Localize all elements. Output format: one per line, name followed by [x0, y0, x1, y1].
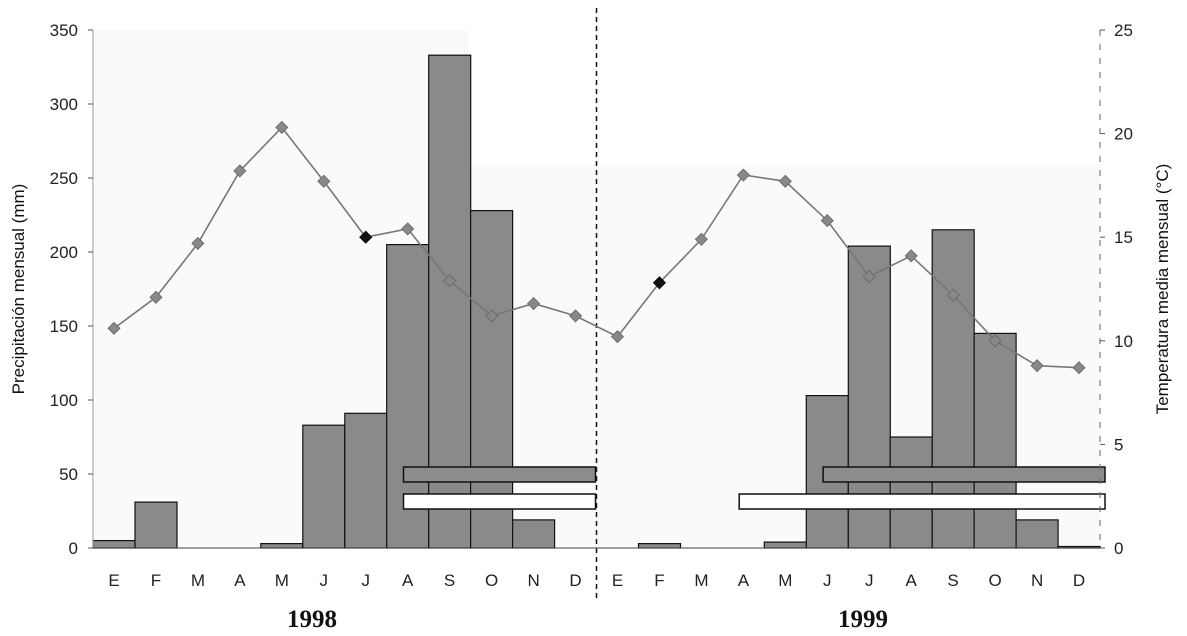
temperature-point [359, 230, 373, 244]
period-bar [402, 466, 597, 483]
period-bar [822, 466, 1106, 483]
temperature-point [443, 274, 457, 288]
temperature-point [736, 168, 750, 182]
temperature-point [946, 288, 960, 302]
temperature-line [107, 120, 1086, 375]
precipitation-bar [889, 436, 933, 549]
left-tick-label: 50 [59, 465, 78, 484]
x-tick-label: S [444, 571, 455, 590]
temperature-point [610, 330, 625, 344]
temperature-point [233, 164, 247, 178]
period-bars [402, 466, 1106, 510]
x-tick-label: M [275, 571, 289, 590]
precipitation-bar [134, 501, 178, 549]
x-tick-label: A [738, 571, 750, 590]
temperature-point [485, 309, 499, 323]
precipitation-bar [470, 210, 514, 549]
left-tick-label: 150 [50, 317, 78, 336]
x-tick-label: A [234, 571, 246, 590]
x-tick-label: N [527, 571, 539, 590]
right-tick-label: 5 [1114, 435, 1123, 454]
right-axis-ticks: 0 5 10 15 20 25 [1100, 21, 1133, 558]
left-tick-label: 350 [50, 21, 78, 40]
left-axis-ticks: 0 50 100 150 200 250 300 350 [50, 21, 93, 558]
year-label-1998: 1998 [287, 606, 337, 633]
precipitation-bar [637, 542, 682, 549]
temperature-point [1072, 361, 1086, 375]
x-tick-label: J [320, 571, 329, 590]
x-tick-label: S [947, 571, 958, 590]
temperature-point [820, 214, 834, 228]
precipitation-bar [973, 332, 1017, 549]
left-tick-label: 100 [50, 391, 78, 410]
x-tick-label: A [906, 571, 918, 590]
temperature-point [568, 309, 583, 323]
year-label-1999: 1999 [838, 606, 888, 633]
x-tick-label: F [151, 571, 161, 590]
x-tick-label: M [778, 571, 792, 590]
temperature-point [275, 120, 289, 134]
y2-axis-title: Temperatura media mensual (°C) [1153, 164, 1172, 415]
right-tick-label: 20 [1114, 125, 1133, 144]
temperature-point [904, 249, 918, 263]
x-tick-label: F [654, 571, 664, 590]
temperature-point [526, 296, 541, 311]
temperature-point [778, 174, 792, 188]
x-tick-label: M [694, 571, 708, 590]
precipitation-bar [260, 542, 304, 549]
right-tick-label: 0 [1114, 539, 1123, 558]
temperature-point [862, 270, 876, 284]
temperature-point [988, 334, 1002, 348]
x-tick-label: N [1031, 571, 1043, 590]
x-tick-label: A [402, 571, 414, 590]
temperature-point [652, 276, 667, 290]
temperature-point [317, 174, 331, 188]
left-tick-label: 300 [50, 95, 78, 114]
temperature-point [694, 232, 708, 246]
precipitation-bar [302, 424, 346, 549]
right-tick-label: 10 [1114, 332, 1133, 351]
precipitation-bar [1015, 519, 1059, 549]
y-axis-title: Precipitación mensual (mm) [9, 184, 28, 395]
x-tick-label: O [988, 571, 1001, 590]
x-tick-label: J [361, 571, 370, 590]
right-tick-label: 15 [1114, 228, 1133, 247]
x-tick-label: M [191, 571, 205, 590]
precipitation-bar [344, 412, 388, 549]
precipitation-bar [511, 519, 556, 549]
precipitation-bar [92, 539, 136, 549]
x-tick-label: D [1073, 571, 1085, 590]
right-tick-label: 25 [1114, 21, 1133, 40]
left-tick-label: 200 [50, 243, 78, 262]
left-tick-label: 250 [50, 169, 78, 188]
temperature-line-path [113, 126, 1080, 369]
period-bar [402, 493, 597, 510]
temperature-point [191, 236, 205, 250]
x-tick-label: J [865, 571, 874, 590]
x-tick-label: J [823, 571, 832, 590]
x-tick-label: E [612, 571, 623, 590]
temperature-point [107, 321, 121, 335]
x-tick-label: E [108, 571, 119, 590]
temperature-point [149, 290, 163, 304]
period-bar [738, 493, 1106, 510]
temperature-point [1030, 359, 1044, 373]
precipitation-bar [763, 541, 807, 549]
x-tick-label: O [485, 571, 498, 590]
left-tick-label: 0 [69, 539, 78, 558]
temperature-point [401, 222, 415, 236]
x-tick-label: D [569, 571, 581, 590]
precipitation-bar [428, 54, 472, 549]
